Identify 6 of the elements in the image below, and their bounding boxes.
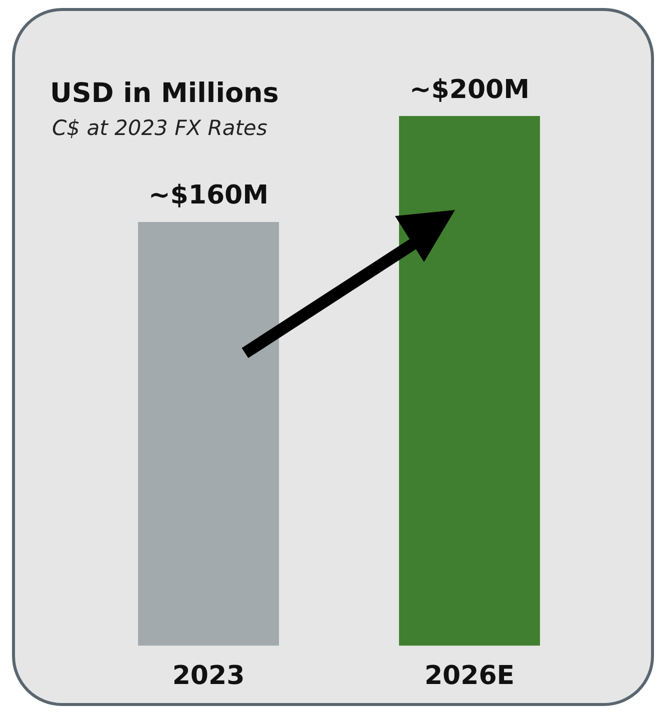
data-label: ~$160M [148,180,269,211]
x-tick-label: 2026E [424,661,515,692]
x-tick-label: 2023 [172,661,245,692]
chart-subtitle: C$ at 2023 FX Rates [52,116,268,140]
data-label: ~$200M [409,74,530,105]
chart-title: USD in Millions [50,78,279,109]
